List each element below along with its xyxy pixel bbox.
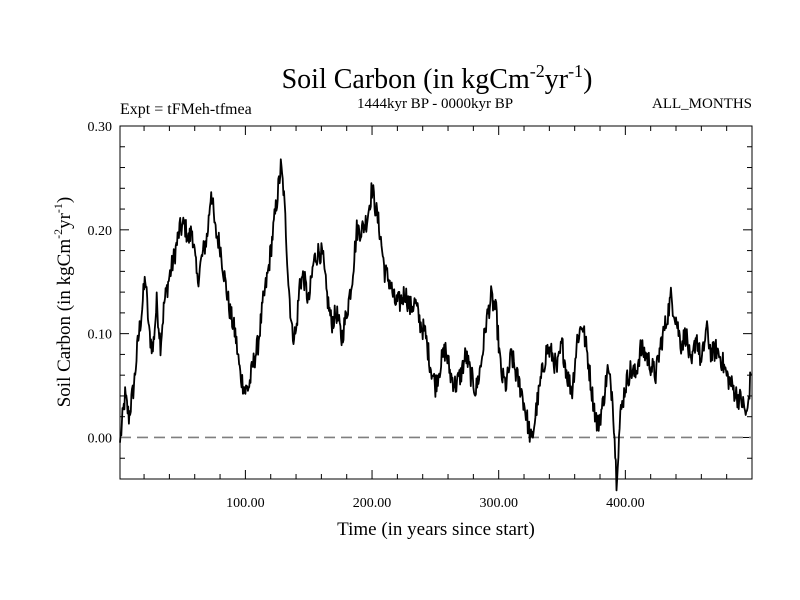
y-tick-labels: 0.00 0.10 0.20 0.30 (88, 120, 113, 446)
series-line-soil-carbon (119, 158, 752, 492)
ylabel-mid: yr (54, 212, 75, 229)
x-tick-labels: 100.00 200.00 300.00 400.00 (226, 496, 644, 511)
title-base: Soil Carbon (in kgCm (282, 64, 530, 95)
title-sup2: -1 (568, 61, 583, 81)
ylabel-sup1: -2 (51, 229, 65, 239)
y-tick-label: 0.00 (88, 431, 113, 446)
plot-frame (119, 125, 753, 480)
title-sup1: -2 (530, 61, 545, 81)
subtitle-right: ALL_MONTHS (652, 96, 752, 112)
x-axis-label: Time (in years since start) (337, 519, 535, 540)
x-tick-label: 200.00 (353, 496, 392, 511)
ylabel-sup2: -1 (51, 203, 65, 213)
subtitle-center: 1444kyr BP - 0000kyr BP (357, 96, 513, 112)
x-tick-label: 300.00 (479, 496, 518, 511)
x-tick-label: 400.00 (606, 496, 645, 511)
chart-title: Soil Carbon (in kgCm-2yr-1) (282, 61, 593, 95)
ylabel-base: Soil Carbon (in kgCm (54, 239, 75, 408)
x-axis-ticks (143, 126, 728, 479)
title-end: ) (583, 64, 592, 95)
title-mid: yr (545, 64, 569, 95)
ylabel-end: ) (54, 197, 75, 203)
y-tick-label: 0.10 (88, 328, 113, 343)
subtitle-left: Expt = tFMeh-tfmea (120, 101, 252, 118)
y-tick-label: 0.30 (88, 120, 113, 135)
y-axis-ticks (120, 125, 752, 480)
x-tick-label: 100.00 (226, 496, 265, 511)
y-tick-label: 0.20 (88, 224, 113, 239)
y-axis-label: Soil Carbon (in kgCm-2yr-1) (51, 197, 75, 408)
